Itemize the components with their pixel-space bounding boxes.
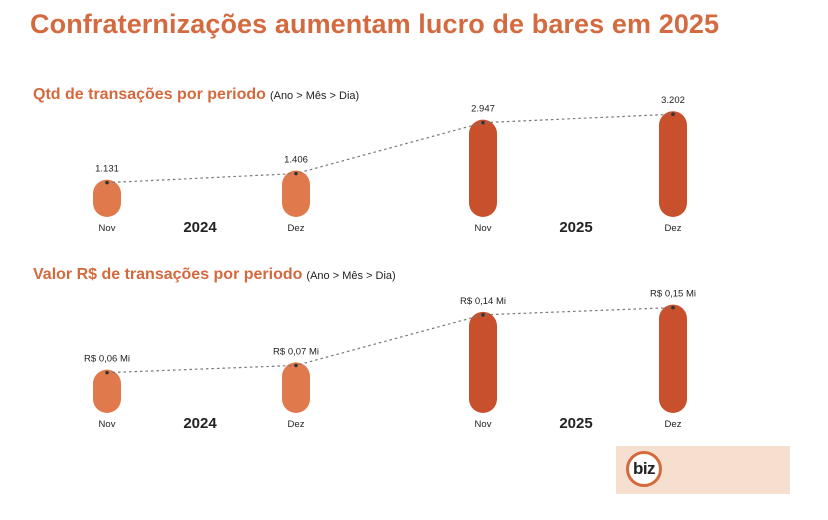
transactions-trend-line — [106, 113, 674, 184]
transactions-bar-3 — [659, 111, 687, 217]
transactions-value-label-0: 1.131 — [95, 164, 119, 175]
transactions-value-label-2: 2.947 — [471, 104, 495, 115]
value-category-label-1: Dez — [288, 419, 305, 430]
value-point-2 — [481, 313, 485, 317]
value-value-label-0: R$ 0,06 Mi — [84, 354, 130, 365]
transactions-chart: 1.131 Nov 1.406 Dez 2.947 Nov 3.202 Dez 2024 2025 — [93, 95, 687, 236]
transactions-point-2 — [481, 120, 485, 125]
value-point-0 — [105, 370, 109, 375]
chart-title-transactions-text: Qtd de transações por periodo — [33, 86, 266, 103]
transactions-category-label-2: Nov — [475, 223, 492, 234]
value-point-3 — [671, 305, 675, 310]
logo-banner: biz — [616, 446, 790, 494]
value-value-label-1: R$ 0,07 Mi — [273, 346, 319, 357]
value-chart: R$ 0,06 Mi Nov R$ 0,07 Mi Dez R$ 0,14 Mi Nov R… — [84, 289, 696, 432]
value-year-label-2025: 2025 — [559, 415, 592, 432]
transactions-bar-1 — [282, 170, 310, 217]
chart-title-transactions: Qtd de transações por periodo (Ano > Mês … — [33, 86, 359, 104]
transactions-year-label-2024: 2024 — [183, 219, 217, 236]
transactions-category-label-1: Dez — [288, 223, 305, 234]
transactions-value-label-3: 3.202 — [661, 95, 685, 106]
transactions-year-label-2025: 2025 — [559, 219, 592, 236]
transactions-point-1 — [294, 171, 298, 176]
value-category-label-3: Dez — [665, 419, 682, 430]
value-bar-2 — [469, 311, 497, 413]
chart-subtitle-transactions: (Ano > Mês > Dia) — [269, 90, 360, 102]
transactions-bar-2 — [469, 119, 497, 217]
transactions-point-3 — [671, 112, 675, 117]
transactions-point-0 — [105, 180, 109, 185]
transactions-value-label-1: 1.406 — [284, 155, 308, 166]
value-year-label-2024: 2024 — [183, 415, 217, 432]
value-bar-1 — [282, 362, 310, 413]
value-bar-3 — [659, 304, 687, 413]
biz-logo: biz — [626, 451, 662, 487]
value-bar-0 — [93, 369, 121, 413]
transactions-category-label-3: Dez — [665, 223, 682, 234]
biz-logo-text: biz — [632, 459, 656, 478]
transactions-bar-0 — [93, 179, 121, 217]
value-value-label-2: R$ 0,14 Mi — [460, 296, 506, 307]
value-value-label-3: R$ 0,15 Mi — [650, 289, 696, 300]
page-title: Confraternizações aumentam lucro de bare… — [30, 9, 720, 39]
value-trend-line — [106, 307, 674, 374]
chart-subtitle-value: (Ano > Mês > Dia) — [306, 270, 396, 282]
value-point-1 — [294, 363, 298, 368]
chart-title-value-text: Valor R$ de transações por periodo — [33, 266, 303, 283]
value-category-label-0: Nov — [99, 419, 116, 430]
transactions-category-label-0: Nov — [99, 223, 116, 234]
chart-title-value: Valor R$ de transações por periodo (Ano >… — [33, 266, 396, 284]
value-category-label-2: Nov — [475, 419, 492, 430]
